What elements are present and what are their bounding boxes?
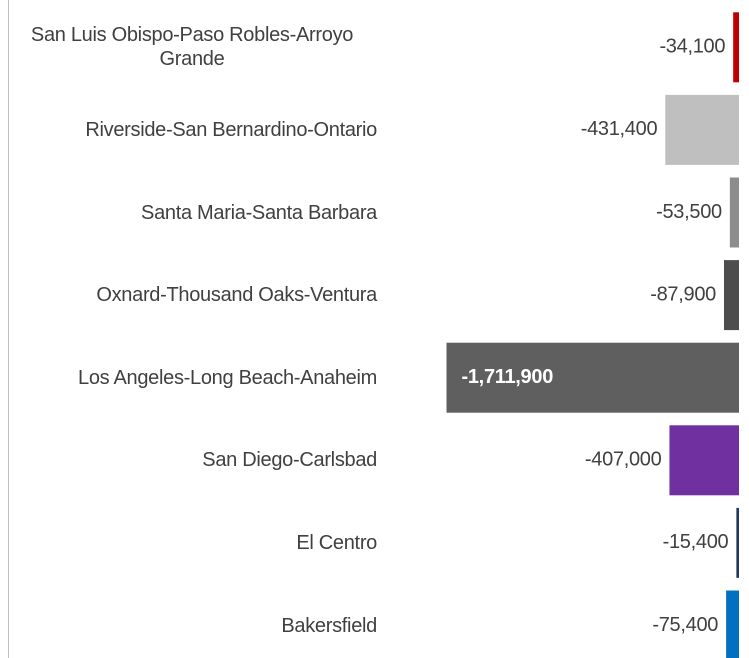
category-label: Los Angeles-Long Beach-Anaheim [78, 366, 377, 389]
data-label: -15,400 [663, 531, 729, 553]
bar [446, 342, 739, 413]
category-label: Bakersfield [281, 614, 377, 637]
category-label-box: Los Angeles-Long Beach-Anaheim [7, 338, 377, 418]
category-label-box: Oxnard-Thousand Oaks-Ventura [7, 255, 377, 335]
data-label: -53,500 [656, 201, 722, 223]
category-label-box: Santa Maria-Santa Barbara [7, 173, 377, 253]
data-label: -75,400 [652, 614, 718, 636]
bar [726, 590, 739, 658]
bar [723, 260, 739, 331]
bar [665, 94, 739, 165]
data-label: -407,000 [585, 449, 662, 471]
category-label-box: Riverside-San Bernardino-Ontario [7, 90, 377, 170]
bar [733, 12, 739, 83]
category-label: Oxnard-Thousand Oaks-Ventura [96, 284, 377, 307]
category-label: San Luis Obispo-Paso Robles-Arroyo Grand… [30, 24, 354, 71]
data-label: -87,900 [650, 283, 716, 305]
data-label: -34,100 [659, 36, 725, 58]
data-label: -1,711,900 [462, 366, 554, 388]
bar [736, 507, 739, 578]
data-label: -431,400 [581, 118, 658, 140]
category-label: San Diego-Carlsbad [202, 449, 377, 472]
category-label-box: El Centro [7, 503, 377, 583]
category-label: Santa Maria-Santa Barbara [141, 201, 377, 224]
category-label: El Centro [296, 531, 377, 554]
category-label-box: San Luis Obispo-Paso Robles-Arroyo Grand… [7, 7, 377, 87]
bar [729, 177, 739, 248]
bar [669, 425, 739, 496]
category-label-box: Bakersfield [7, 586, 377, 658]
category-label-box: San Diego-Carlsbad [7, 420, 377, 500]
category-label: Riverside-San Bernardino-Ontario [85, 118, 377, 141]
